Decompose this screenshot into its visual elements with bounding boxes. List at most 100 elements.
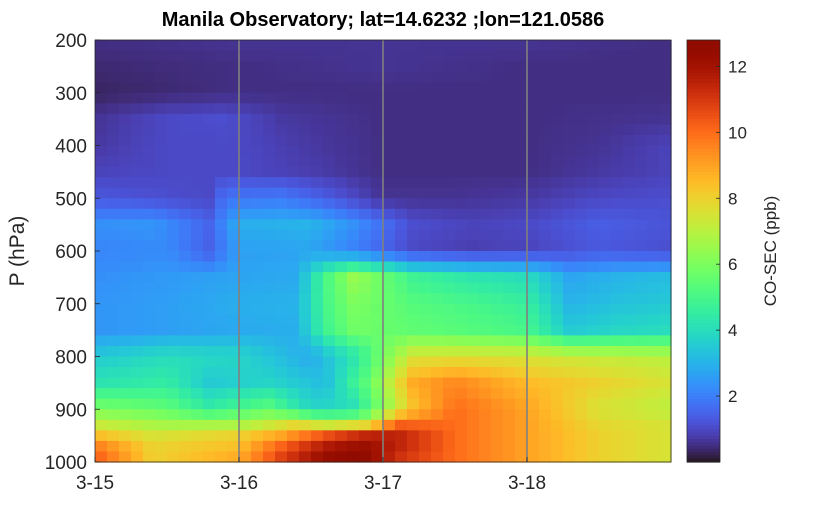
- heatmap-cell: [299, 240, 312, 252]
- heatmap-cell: [635, 345, 648, 358]
- heatmap-cell: [155, 219, 168, 231]
- heatmap-cell: [167, 251, 180, 263]
- heatmap-cell: [203, 208, 216, 220]
- heatmap-cell: [563, 124, 576, 136]
- heatmap-cell: [119, 261, 132, 273]
- heatmap-cell: [119, 345, 132, 358]
- heatmap-cell: [659, 40, 672, 52]
- heatmap-cell: [407, 335, 420, 347]
- heatmap-cell: [599, 367, 612, 379]
- heatmap-cell: [95, 113, 108, 125]
- heatmap-cell: [527, 345, 540, 358]
- heatmap-cell: [95, 92, 108, 104]
- colorbar-swatch: [687, 194, 720, 199]
- heatmap-cell: [215, 103, 228, 115]
- heatmap-cell: [215, 409, 228, 421]
- heatmap-cell: [551, 377, 564, 389]
- heatmap-cell: [539, 335, 552, 347]
- heatmap-cell: [515, 82, 528, 94]
- heatmap-cell: [251, 40, 264, 52]
- heatmap-cell: [659, 356, 672, 368]
- heatmap-cell: [635, 251, 648, 263]
- heatmap-cell: [635, 166, 648, 178]
- heatmap-cell: [203, 261, 216, 273]
- heatmap-cell: [575, 113, 588, 125]
- heatmap-cell: [635, 324, 648, 336]
- heatmap-cell: [611, 208, 624, 220]
- heatmap-cell: [167, 208, 180, 220]
- heatmap-cell: [395, 419, 408, 431]
- heatmap-cell: [635, 367, 648, 379]
- heatmap-cell: [515, 71, 528, 83]
- heatmap-cell: [443, 71, 456, 83]
- heatmap-cell: [95, 409, 108, 421]
- heatmap-cell: [563, 409, 576, 421]
- heatmap-cell: [599, 398, 612, 410]
- heatmap-cell: [575, 303, 588, 315]
- heatmap-cell: [623, 103, 636, 115]
- heatmap-cell: [587, 71, 600, 83]
- heatmap-cell: [539, 430, 552, 442]
- heatmap-cell: [119, 198, 132, 210]
- colorbar-swatch: [687, 389, 720, 394]
- heatmap-cell: [635, 261, 648, 273]
- heatmap-cell: [575, 282, 588, 294]
- heatmap-cell: [95, 61, 108, 73]
- heatmap-cell: [299, 398, 312, 410]
- heatmap-cell: [203, 388, 216, 400]
- heatmap-cell: [251, 398, 264, 410]
- heatmap-cell: [575, 451, 588, 463]
- colorbar-swatch: [687, 422, 720, 427]
- heatmap-cell: [107, 103, 120, 115]
- heatmap-cell: [455, 40, 468, 52]
- heatmap-cell: [263, 398, 276, 410]
- heatmap-cell: [611, 50, 624, 62]
- colorbar-swatch: [687, 448, 720, 453]
- heatmap-cell: [443, 324, 456, 336]
- heatmap-cell: [383, 61, 396, 73]
- heatmap-cell: [503, 261, 516, 273]
- heatmap-cell: [347, 388, 360, 400]
- heatmap-cell: [167, 50, 180, 62]
- heatmap-cell: [659, 103, 672, 115]
- heatmap-cell: [455, 324, 468, 336]
- heatmap-cell: [359, 303, 372, 315]
- heatmap-cell: [635, 356, 648, 368]
- heatmap-cell: [599, 166, 612, 178]
- heatmap-cell: [287, 440, 300, 453]
- heatmap-cell: [131, 272, 144, 284]
- heatmap-cell: [599, 282, 612, 294]
- heatmap-cell: [527, 430, 540, 442]
- heatmap-cell: [263, 50, 276, 62]
- heatmap-cell: [479, 345, 492, 358]
- heatmap-cell: [599, 335, 612, 347]
- heatmap-cell: [383, 356, 396, 368]
- colorbar-swatch: [687, 69, 720, 74]
- heatmap-cell: [431, 272, 444, 284]
- heatmap-cell: [167, 261, 180, 273]
- heatmap-cell: [431, 324, 444, 336]
- heatmap-cell: [623, 314, 636, 326]
- heatmap-cell: [131, 177, 144, 189]
- heatmap-cell: [611, 103, 624, 115]
- heatmap-cell: [215, 208, 228, 220]
- heatmap-cell: [347, 134, 360, 147]
- heatmap-cell: [155, 71, 168, 83]
- heatmap-cell: [635, 61, 648, 73]
- heatmap-cell: [203, 367, 216, 379]
- heatmap-cell: [107, 113, 120, 125]
- heatmap-cell: [131, 92, 144, 104]
- heatmap-cell: [203, 293, 216, 305]
- heatmap-cell: [479, 71, 492, 83]
- heatmap-cell: [299, 187, 312, 199]
- heatmap-cell: [611, 377, 624, 389]
- heatmap-cell: [227, 314, 240, 326]
- heatmap-cell: [227, 419, 240, 431]
- heatmap-cell: [527, 398, 540, 410]
- heatmap-cell: [167, 409, 180, 421]
- heatmap-cell: [575, 187, 588, 199]
- heatmap-cell: [623, 124, 636, 136]
- heatmap-cell: [359, 92, 372, 104]
- heatmap-cell: [323, 314, 336, 326]
- heatmap-cell: [323, 251, 336, 263]
